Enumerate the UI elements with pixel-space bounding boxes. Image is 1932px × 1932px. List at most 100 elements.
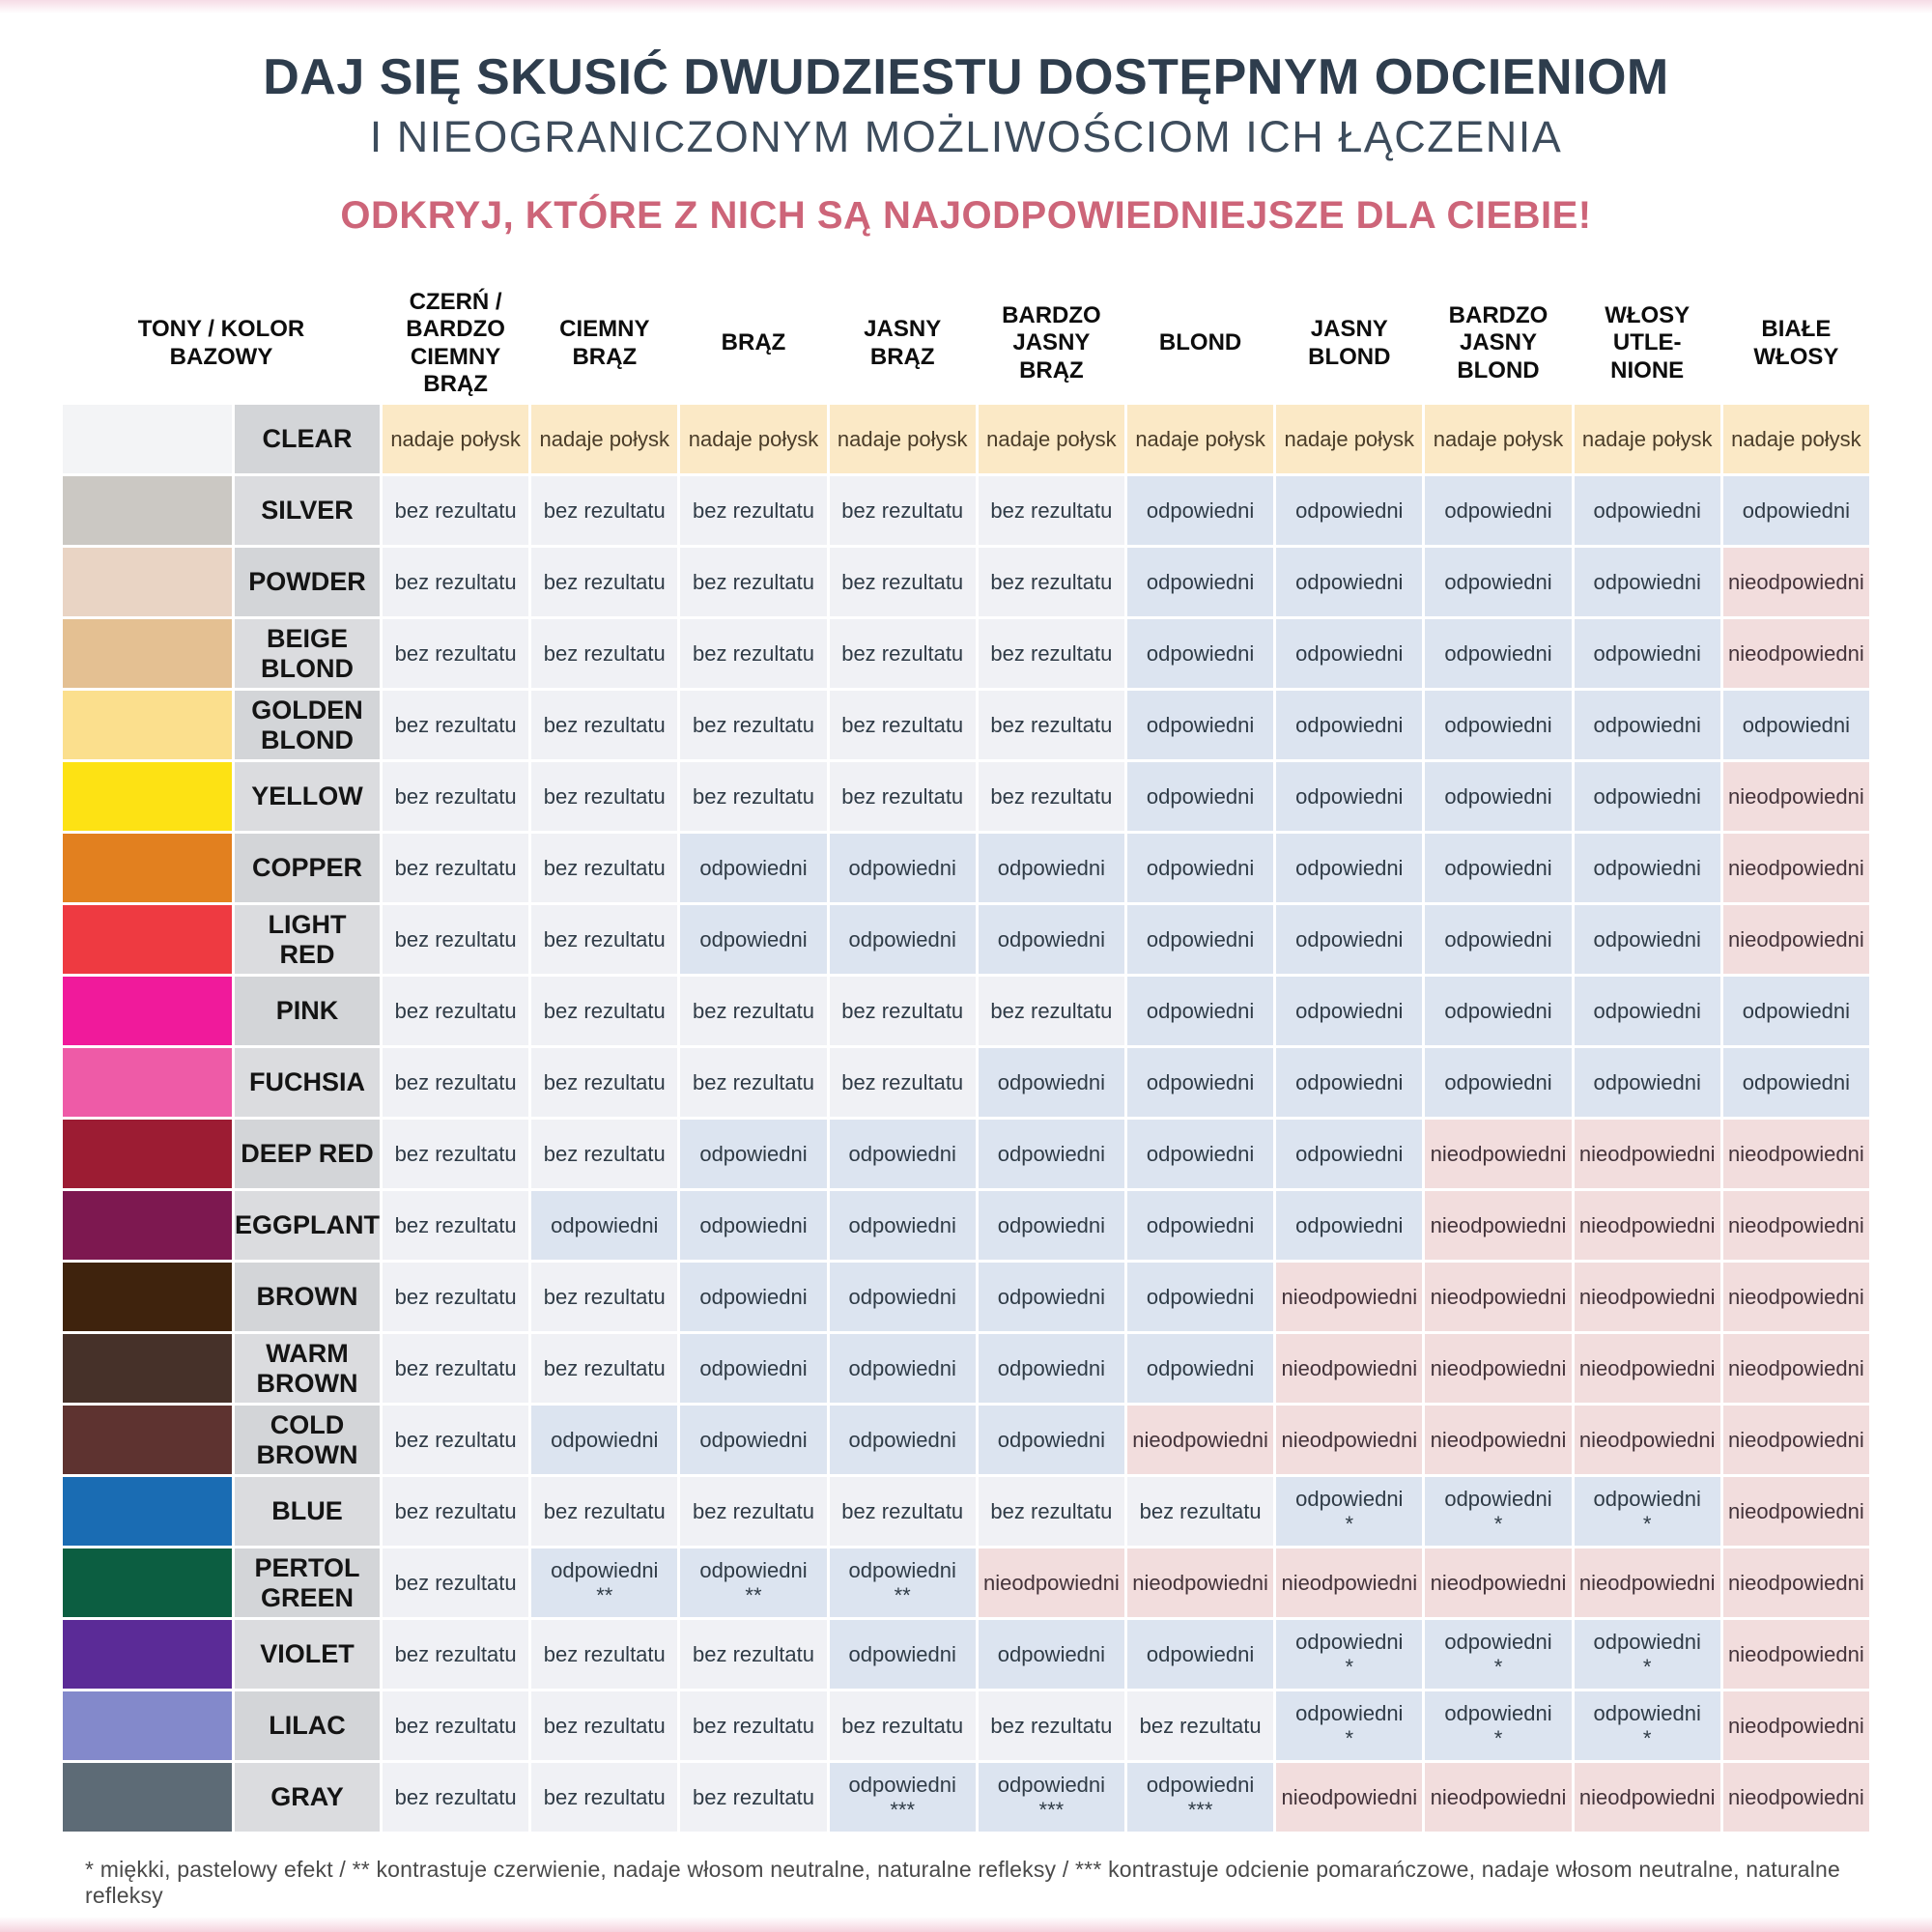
compatibility-cell: bez rezultatu	[829, 762, 976, 832]
color-swatch	[63, 1263, 232, 1332]
compatibility-cell: nadaje połysk	[383, 405, 529, 474]
column-header: BARDZO JASNY BLOND	[1425, 285, 1572, 403]
compatibility-cell: bez rezultatu	[383, 1406, 529, 1475]
compatibility-cell: odpowiedni	[978, 1048, 1124, 1118]
compatibility-cell: bez rezultatu	[531, 834, 678, 903]
compatibility-cell: odpowiedni	[829, 834, 976, 903]
compatibility-cell: bez rezultatu	[829, 691, 976, 760]
compatibility-cell: odpowiedni	[1574, 762, 1720, 832]
compatibility-cell: bez rezultatu	[978, 1691, 1124, 1761]
page-subtitle: I NIEOGRANICZONYM MOŻLIWOŚCIOM ICH ŁĄCZE…	[369, 112, 1563, 162]
column-header: BLOND	[1126, 285, 1274, 403]
compatibility-cell: nieodpowiedni	[1425, 1406, 1572, 1475]
compatibility-cell: nieodpowiedni	[1425, 1191, 1572, 1261]
compatibility-cell: nadaje połysk	[1126, 405, 1274, 474]
compatibility-cell: odpowiedni ***	[1126, 1763, 1274, 1833]
compatibility-cell: bez rezultatu	[531, 1048, 678, 1118]
compatibility-cell: odpowiedni	[1574, 548, 1720, 617]
tone-label: LILAC	[235, 1691, 380, 1761]
compatibility-cell: bez rezultatu	[383, 1620, 529, 1690]
compatibility-cell: bez rezultatu	[1126, 1477, 1274, 1547]
compatibility-cell: bez rezultatu	[680, 1048, 827, 1118]
compatibility-cell: odpowiedni	[1425, 476, 1572, 546]
compatibility-cell: odpowiedni	[1126, 1048, 1274, 1118]
column-header: BIAŁE WŁOSY	[1722, 285, 1869, 403]
tone-label: BEIGE BLOND	[235, 619, 380, 689]
compatibility-cell: nadaje połysk	[1276, 405, 1423, 474]
compatibility-cell: nieodpowiedni	[1276, 1406, 1423, 1475]
tone-label: GRAY	[235, 1763, 380, 1833]
compatibility-cell: odpowiedni	[978, 1191, 1124, 1261]
compatibility-cell: bez rezultatu	[531, 1691, 678, 1761]
compatibility-cell: odpowiedni	[978, 1263, 1124, 1332]
compatibility-cell: bez rezultatu	[829, 977, 976, 1046]
compatibility-cell: bez rezultatu	[383, 762, 529, 832]
compatibility-cell: bez rezultatu	[829, 1477, 976, 1547]
compatibility-cell: odpowiedni	[1126, 1191, 1274, 1261]
compatibility-cell: odpowiedni	[1126, 1620, 1274, 1690]
compatibility-cell: odpowiedni	[1276, 1120, 1423, 1189]
compatibility-cell: odpowiedni	[978, 1406, 1124, 1475]
compatibility-cell: odpowiedni	[1126, 1263, 1274, 1332]
compatibility-cell: bez rezultatu	[680, 977, 827, 1046]
compatibility-cell: nieodpowiedni	[1574, 1263, 1720, 1332]
compatibility-cell: odpowiedni	[1574, 691, 1720, 760]
compatibility-cell: odpowiedni	[1574, 905, 1720, 975]
compatibility-cell: odpowiedni	[978, 1620, 1124, 1690]
compatibility-cell: odpowiedni	[1276, 691, 1423, 760]
compatibility-cell: bez rezultatu	[531, 1477, 678, 1547]
compatibility-cell: odpowiedni	[1574, 619, 1720, 689]
compatibility-cell: bez rezultatu	[383, 548, 529, 617]
compatibility-cell: bez rezultatu	[680, 1477, 827, 1547]
compatibility-cell: bez rezultatu	[680, 1763, 827, 1833]
compatibility-cell: bez rezultatu	[531, 762, 678, 832]
compatibility-cell: bez rezultatu	[531, 691, 678, 760]
tone-label: VIOLET	[235, 1620, 380, 1690]
tone-label: COLD BROWN	[235, 1406, 380, 1475]
compatibility-cell: odpowiedni	[680, 1406, 827, 1475]
color-swatch	[63, 1334, 232, 1404]
compatibility-cell: odpowiedni	[680, 1263, 827, 1332]
compatibility-cell: bez rezultatu	[680, 1691, 827, 1761]
tone-label: POWDER	[235, 548, 380, 617]
compatibility-cell: bez rezultatu	[531, 905, 678, 975]
compatibility-cell: odpowiedni	[1276, 834, 1423, 903]
color-swatch	[63, 1620, 232, 1690]
compatibility-cell: odpowiedni	[1574, 977, 1720, 1046]
compatibility-cell: odpowiedni *	[1574, 1691, 1720, 1761]
compatibility-cell: bez rezultatu	[680, 1620, 827, 1690]
column-header: BARDZO JASNY BRĄZ	[978, 285, 1124, 403]
compatibility-cell: odpowiedni	[1722, 476, 1869, 546]
compatibility-cell: odpowiedni	[1126, 1334, 1274, 1404]
compatibility-cell: odpowiedni *	[1276, 1620, 1423, 1690]
bottom-edge-decoration	[0, 1917, 1932, 1932]
compatibility-cell: odpowiedni	[829, 1620, 976, 1690]
compatibility-cell: nieodpowiedni	[1722, 834, 1869, 903]
column-header: WŁOSY UTLE- NIONE	[1574, 285, 1720, 403]
compatibility-cell: nieodpowiedni	[1126, 1548, 1274, 1618]
compatibility-cell: bez rezultatu	[383, 1691, 529, 1761]
compatibility-cell: odpowiedni	[1276, 548, 1423, 617]
color-swatch	[63, 1763, 232, 1833]
compatibility-cell: nieodpowiedni	[1722, 1620, 1869, 1690]
compatibility-cell: nieodpowiedni	[1425, 1120, 1572, 1189]
tone-label: PINK	[235, 977, 380, 1046]
color-swatch	[63, 1191, 232, 1261]
tone-label: EGGPLANT	[235, 1191, 380, 1261]
compatibility-cell: odpowiedni	[829, 1406, 976, 1475]
compatibility-cell: nieodpowiedni	[1276, 1548, 1423, 1618]
compatibility-cell: nieodpowiedni	[1722, 548, 1869, 617]
compatibility-cell: odpowiedni *	[1574, 1477, 1720, 1547]
compatibility-cell: bez rezultatu	[531, 1263, 678, 1332]
tone-label: GOLDEN BLOND	[235, 691, 380, 760]
tone-label: LIGHT RED	[235, 905, 380, 975]
compatibility-cell: odpowiedni	[1722, 691, 1869, 760]
compatibility-cell: nieodpowiedni	[1425, 1548, 1572, 1618]
color-swatch	[63, 1548, 232, 1618]
compatibility-cell: bez rezultatu	[978, 476, 1124, 546]
color-swatch	[63, 1406, 232, 1475]
compatibility-cell: odpowiedni	[1276, 476, 1423, 546]
footnote: * miękki, pastelowy efekt / ** kontrastu…	[85, 1857, 1840, 1908]
compatibility-cell: odpowiedni	[680, 834, 827, 903]
compatibility-cell: odpowiedni	[1574, 834, 1720, 903]
